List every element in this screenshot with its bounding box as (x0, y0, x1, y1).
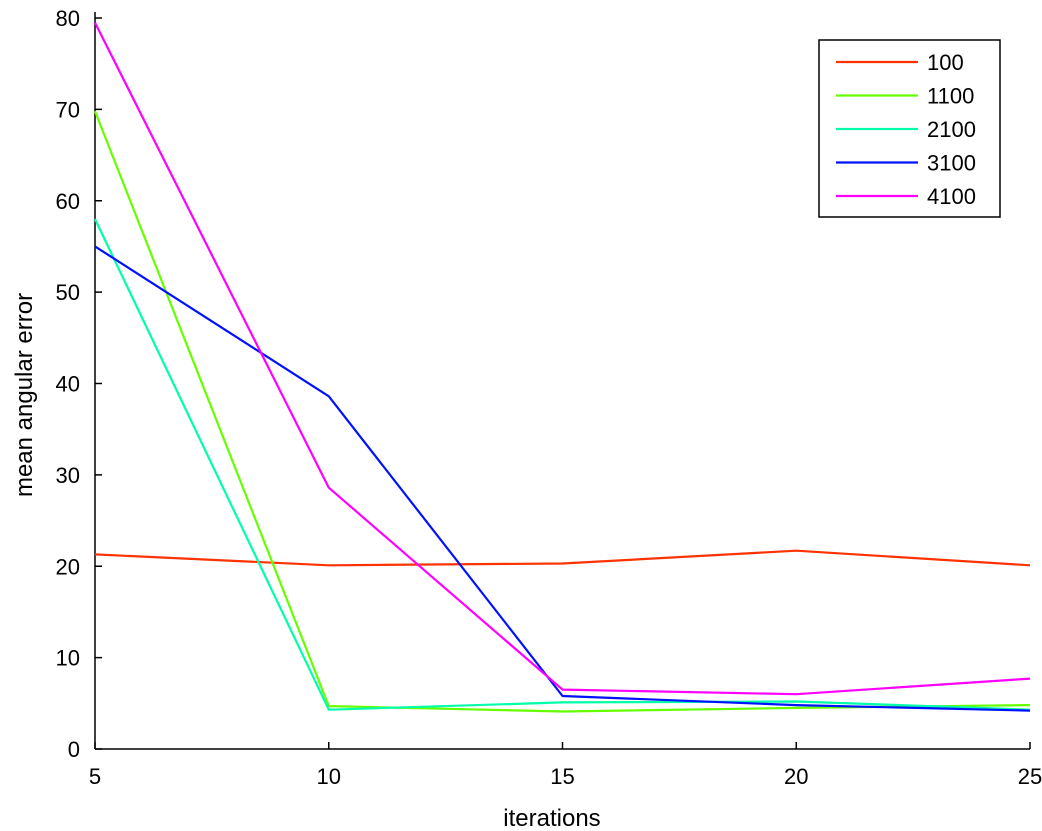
x-tick-label: 25 (1018, 764, 1042, 789)
legend-label-2100: 2100 (927, 117, 976, 142)
series-group (93, 22, 1031, 713)
y-tick-label: 10 (56, 646, 80, 671)
x-tick-label: 10 (317, 764, 341, 789)
x-tick-label: 5 (89, 764, 101, 789)
x-ticks: 5 10 15 20 25 (89, 742, 1042, 789)
y-tick-label: 50 (56, 280, 80, 305)
x-axis-label: iterations (503, 805, 600, 831)
legend-label-4100: 4100 (927, 184, 976, 209)
y-axis-label: mean angular error (11, 293, 38, 497)
series-line-100 (94, 549, 1031, 567)
y-tick-label: 20 (56, 554, 80, 579)
legend-items: 100 1100 2100 3100 4100 (836, 50, 976, 209)
legend-label-1100: 1100 (927, 84, 974, 109)
y-tick-label: 80 (56, 6, 80, 31)
series-line-4100 (94, 22, 1031, 696)
y-tick-label: 40 (56, 372, 80, 397)
y-tick-label: 30 (56, 463, 80, 488)
legend-label-100: 100 (927, 50, 964, 75)
x-tick-label: 20 (784, 764, 808, 789)
y-tick-label: 0 (68, 737, 80, 762)
y-ticks: 0 10 20 30 40 50 60 70 80 (56, 6, 102, 762)
legend-label-3100: 3100 (927, 151, 976, 176)
y-tick-label: 70 (56, 97, 80, 122)
series-line-2100 (94, 218, 1031, 711)
y-tick-label: 60 (56, 189, 80, 214)
series-line-3100 (94, 245, 1031, 712)
plot-area: 5 10 15 20 25 0 10 20 30 40 50 60 70 80 (56, 6, 1042, 789)
legend: 100 1100 2100 3100 4100 (818, 39, 1001, 218)
x-tick-label: 15 (550, 764, 574, 789)
